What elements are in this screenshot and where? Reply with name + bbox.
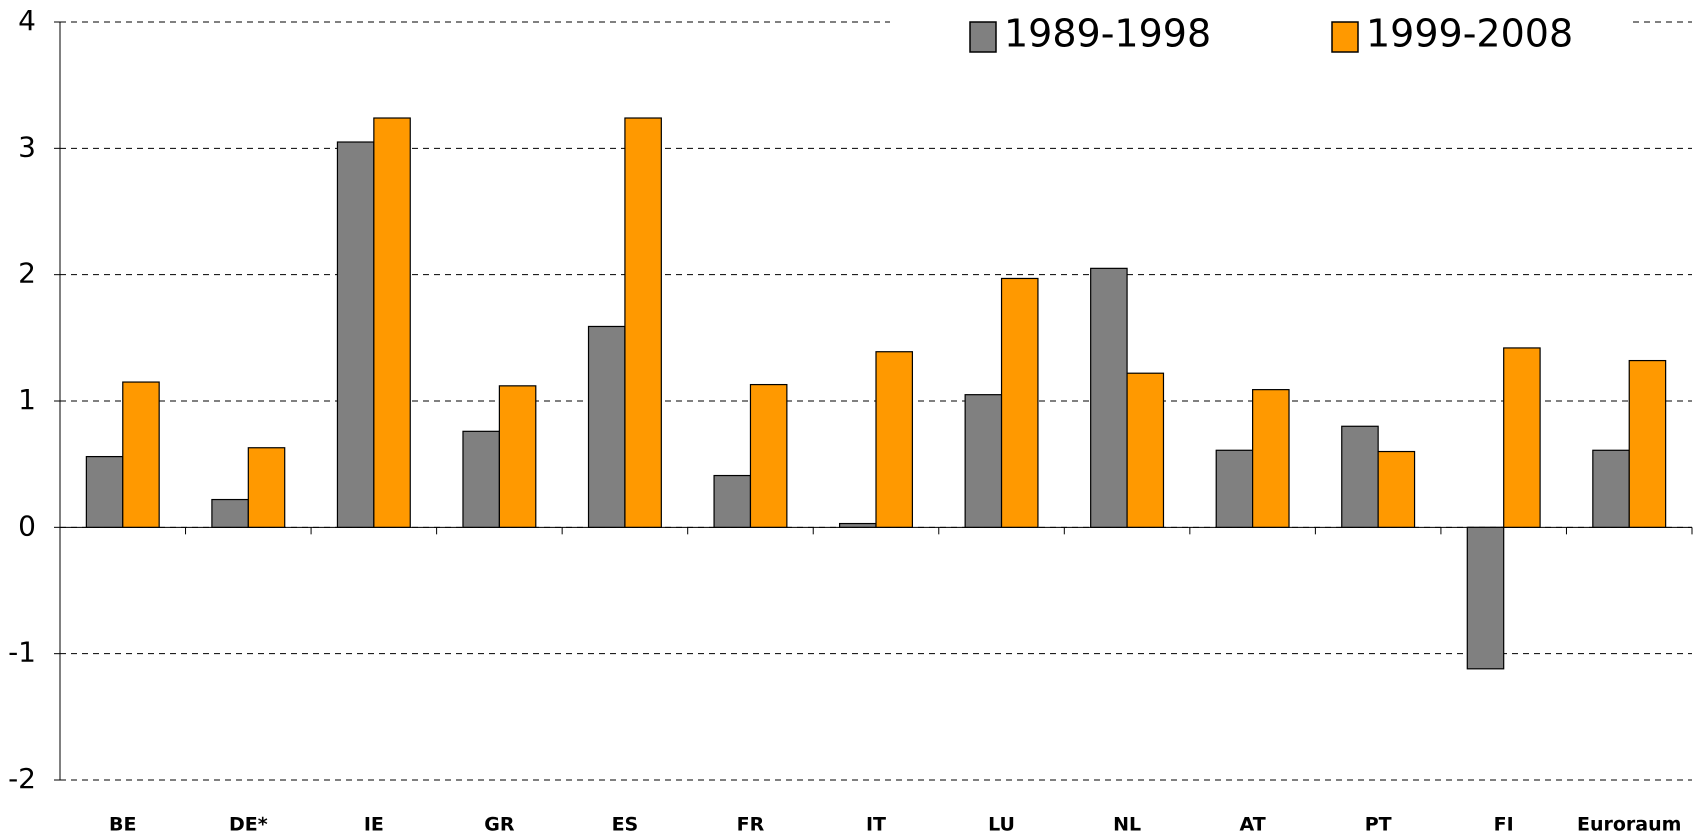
x-tick-label: IE <box>364 814 384 836</box>
bar <box>749 383 788 528</box>
bar <box>1503 347 1541 528</box>
bar <box>1090 267 1128 528</box>
bar <box>1377 450 1416 528</box>
bar <box>713 474 752 528</box>
x-tick-label: BE <box>109 814 136 836</box>
legend-swatch <box>969 21 997 53</box>
bar <box>85 455 124 528</box>
bar <box>1628 359 1667 528</box>
y-tick-label: 0 <box>18 509 36 542</box>
bar <box>624 117 662 528</box>
bar <box>587 325 626 528</box>
bar <box>1592 449 1630 528</box>
x-tick-label: IT <box>866 814 886 836</box>
bar <box>875 351 914 528</box>
legend-label: 1999-2008 <box>1366 12 1573 56</box>
bar <box>1215 449 1254 528</box>
legend-label: 1989-1998 <box>1004 12 1211 56</box>
x-tick-label: Euroraum <box>1577 814 1681 836</box>
bar <box>462 430 500 528</box>
bar <box>211 498 249 528</box>
y-tick-label: 3 <box>18 130 36 163</box>
y-tick-label: -2 <box>8 762 36 795</box>
y-tick-label: -1 <box>8 636 36 669</box>
x-tick-label: PT <box>1365 814 1392 836</box>
x-tick-label: NL <box>1113 814 1141 836</box>
bar <box>964 394 1003 528</box>
x-tick-label: GR <box>484 814 515 836</box>
x-tick-label: ES <box>612 814 639 836</box>
x-tick-label: AT <box>1240 814 1266 836</box>
bar <box>1000 277 1039 528</box>
bar <box>1341 425 1379 528</box>
x-tick-label: FI <box>1494 814 1514 836</box>
bar <box>1466 526 1505 670</box>
x-tick-label: LU <box>988 814 1015 836</box>
y-tick-label: 2 <box>18 257 36 290</box>
bar <box>336 141 375 528</box>
bar <box>1126 372 1165 528</box>
x-tick-label: FR <box>737 814 765 836</box>
bar <box>1252 389 1290 528</box>
bar <box>498 385 537 528</box>
y-tick-label: 4 <box>18 4 36 37</box>
x-tick-label: DE* <box>229 814 268 836</box>
bar <box>373 117 411 528</box>
bar <box>122 381 160 528</box>
legend-bg <box>890 4 1630 62</box>
bar <box>247 447 286 528</box>
legend-swatch <box>1331 21 1359 53</box>
y-tick-label: 1 <box>18 383 36 416</box>
bar <box>838 522 877 528</box>
